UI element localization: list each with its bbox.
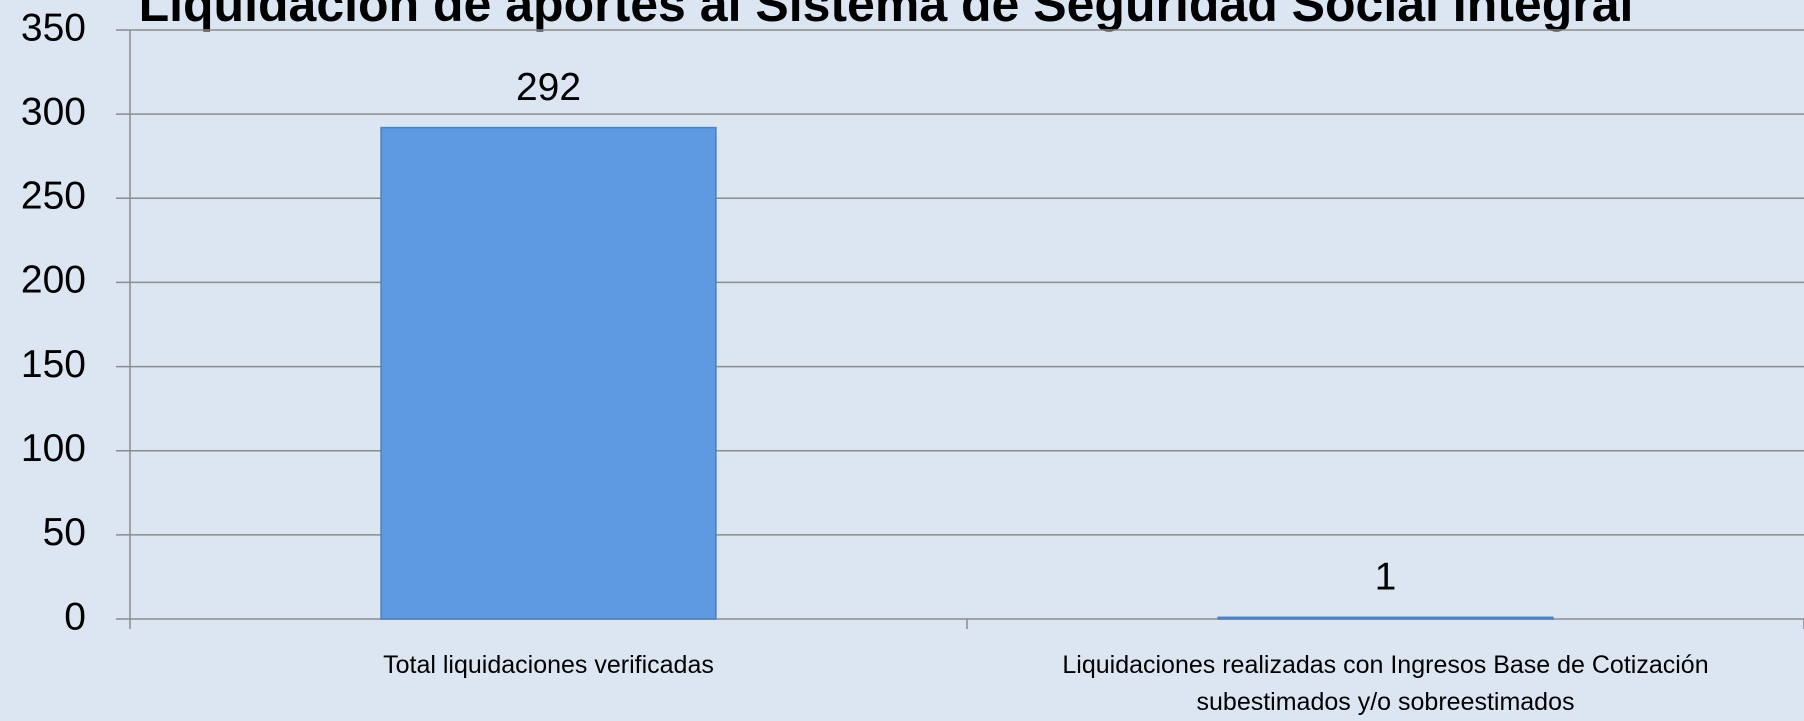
value-label: 292: [516, 66, 581, 109]
y-tick-label: 0: [64, 595, 86, 638]
chart-title: Liquidación de aportes al Sistema de Seg…: [139, 0, 1634, 32]
y-tick-label: 50: [43, 511, 86, 554]
bar: [1217, 616, 1554, 620]
x-tick-label: Liquidaciones realizadas con Ingresos Ba…: [1062, 651, 1709, 716]
y-tick-label: 350: [21, 6, 86, 49]
y-tick-label: 150: [21, 343, 86, 386]
y-tick-label: 250: [21, 175, 86, 218]
y-tick-label: 200: [21, 259, 86, 302]
y-tick-label: 100: [21, 427, 86, 470]
x-tick-label: Total liquidaciones verificadas: [383, 651, 714, 679]
bar: [380, 126, 717, 620]
value-label: 1: [1375, 556, 1397, 599]
y-tick-label: 300: [21, 90, 86, 133]
